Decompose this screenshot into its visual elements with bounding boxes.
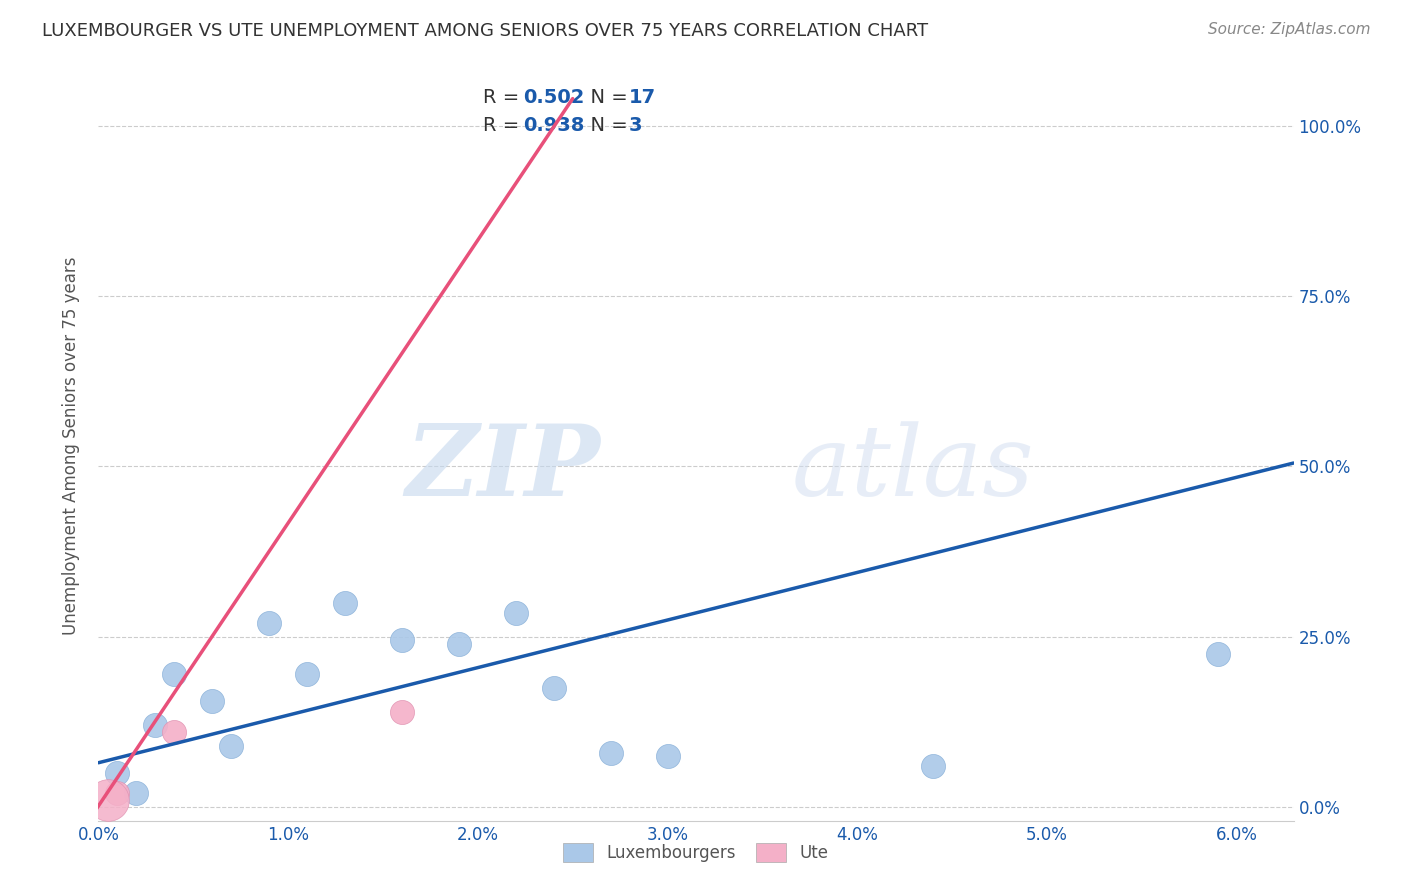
Point (201, 694, 224, 708)
Text: R =: R = (484, 88, 526, 107)
Point (163, 667, 186, 681)
Text: ZIP: ZIP (405, 420, 600, 516)
Point (163, 725, 186, 739)
Point (257, 616, 280, 631)
Point (143, 718, 166, 732)
Point (105, 766, 128, 780)
Point (125, 786, 148, 800)
Point (599, 746, 621, 760)
Point (391, 705, 413, 719)
Point (447, 636, 470, 650)
Text: 0.938: 0.938 (523, 116, 583, 135)
Text: 17: 17 (628, 88, 657, 107)
Point (97, 793, 120, 807)
Point (922, 759, 945, 773)
Point (1206, 647, 1229, 661)
Point (219, 739, 242, 753)
Text: R =: R = (484, 116, 526, 135)
Text: 0.502: 0.502 (523, 88, 583, 107)
Point (505, 606, 527, 620)
Text: LUXEMBOURGER VS UTE UNEMPLOYMENT AMONG SENIORS OVER 75 YEARS CORRELATION CHART: LUXEMBOURGER VS UTE UNEMPLOYMENT AMONG S… (42, 22, 928, 40)
Text: N =: N = (578, 88, 634, 107)
Legend: Luxembourgers, Ute: Luxembourgers, Ute (557, 836, 835, 869)
Point (391, 633, 413, 648)
Y-axis label: Unemployment Among Seniors over 75 years: Unemployment Among Seniors over 75 years (62, 257, 80, 635)
Point (333, 596, 356, 610)
Point (657, 748, 679, 763)
Text: Source: ZipAtlas.com: Source: ZipAtlas.com (1208, 22, 1371, 37)
Point (105, 786, 128, 800)
Point (295, 667, 318, 681)
Text: atlas: atlas (792, 421, 1035, 516)
Point (543, 681, 565, 695)
Text: N =: N = (578, 116, 634, 135)
Text: 3: 3 (628, 116, 643, 135)
